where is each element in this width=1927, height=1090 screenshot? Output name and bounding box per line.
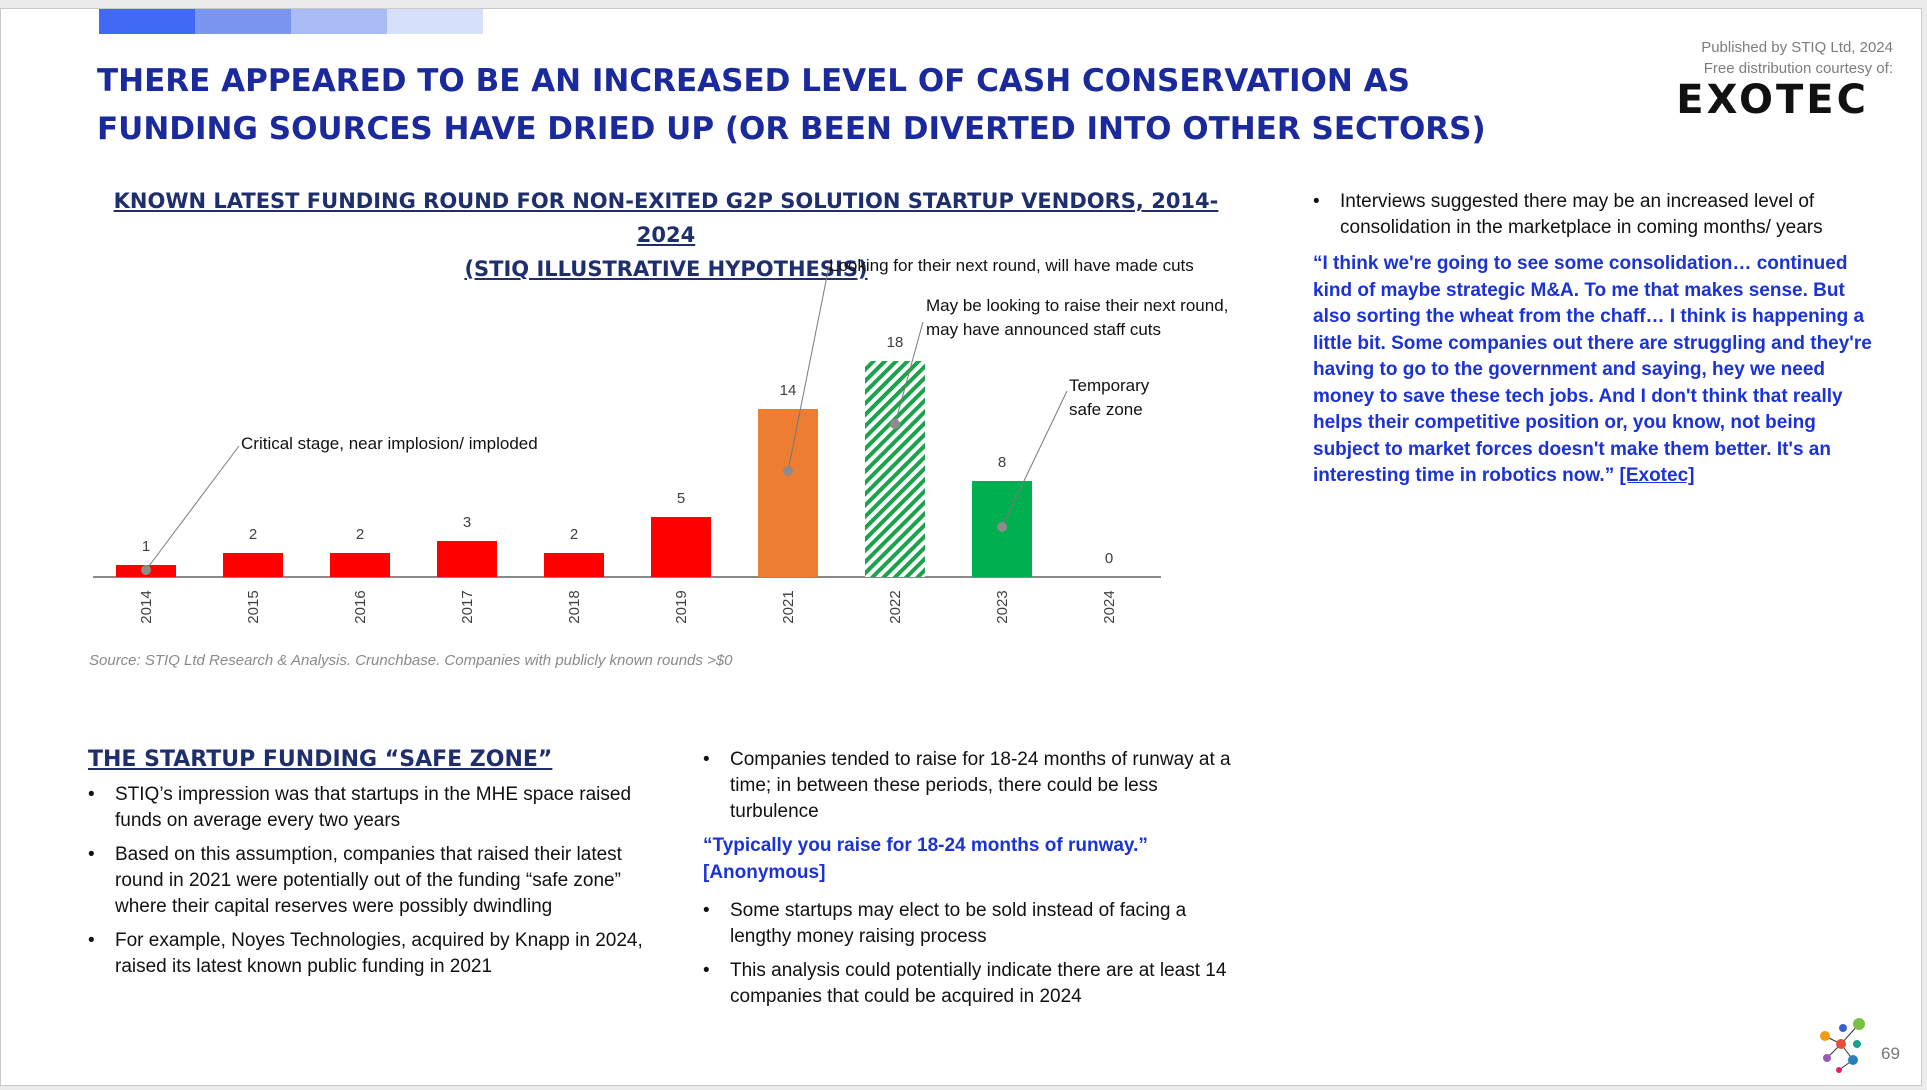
- data-label-2016: 2: [356, 526, 364, 543]
- bar-2015: [223, 553, 283, 577]
- quote-source: [Anonymous]: [703, 861, 826, 883]
- quote-text: “Typically you raise for 18-24 months of…: [703, 835, 1148, 856]
- annotation-leader-line: [1001, 390, 1068, 528]
- runway-bullets: Companies tended to raise for 18-24 mont…: [703, 747, 1243, 825]
- safe-zone-bullets: STIQ’s impression was that startups in t…: [88, 782, 648, 980]
- safe-zone-title: THE STARTUP FUNDING “SAFE ZONE”: [88, 747, 553, 772]
- accent-bar: [291, 9, 387, 34]
- annotation-marker: [890, 419, 900, 429]
- funding-bar-chart: 1 2014 2 2015 2 2016 3 2017 2 2018 5 2019 14 2021 18 20…: [93, 256, 1228, 624]
- annotation-text: Critical stage, near implosion/ imploded: [241, 434, 538, 453]
- bar-2017: [437, 541, 497, 577]
- data-label-2022: 18: [887, 334, 904, 351]
- annotation-text: safe zone: [1069, 400, 1143, 419]
- list-item: Companies tended to raise for 18-24 mont…: [703, 747, 1243, 825]
- data-label-2024: 0: [1105, 550, 1113, 567]
- data-label-2015: 2: [249, 526, 257, 543]
- bar-2022: [865, 361, 925, 577]
- annotation-marker: [997, 522, 1007, 532]
- data-label-2014: 1: [142, 538, 150, 555]
- data-label-2019: 5: [677, 490, 685, 507]
- tick-label-2016: 2016: [352, 590, 369, 623]
- data-label-2023: 8: [998, 454, 1006, 471]
- slide-headline: THERE APPEARED TO BE AN INCREASED LEVEL …: [97, 63, 1486, 147]
- annotation-leader-line: [787, 265, 830, 472]
- exotec-logo: EXOTEC: [1676, 77, 1869, 123]
- list-item: Some startups may elect to be sold inste…: [703, 898, 1243, 950]
- accent-bar: [387, 9, 483, 34]
- bar-2021: [758, 409, 818, 577]
- annotation-text: Looking for their next round, will have …: [829, 256, 1194, 275]
- quote-source: [Exotec]: [1619, 465, 1695, 486]
- anonymous-quote: “Typically you raise for 18-24 months of…: [703, 833, 1243, 886]
- list-item: Based on this assumption, companies that…: [88, 842, 648, 920]
- stiq-molecule-icon: [1820, 1018, 1865, 1073]
- list-item: Interviews suggested there may be an inc…: [1313, 189, 1873, 241]
- safe-zone-panel: THE STARTUP FUNDING “SAFE ZONE” STIQ’s i…: [88, 747, 648, 988]
- annotation-leader-line: [145, 445, 240, 571]
- accent-bar: [99, 9, 195, 34]
- chart-title-line1: KNOWN LATEST FUNDING ROUND FOR NON-EXITE…: [113, 189, 1219, 247]
- bar-2018: [544, 553, 604, 577]
- data-label-2017: 3: [463, 514, 471, 531]
- list-item: STIQ’s impression was that startups in t…: [88, 782, 648, 834]
- annotation-leader-line: [894, 321, 924, 425]
- publisher-info: Published by STIQ Ltd, 2024 Free distrib…: [1701, 37, 1893, 79]
- publisher-line: Published by STIQ Ltd, 2024: [1701, 39, 1893, 56]
- annotation-marker: [783, 466, 793, 476]
- chart-title: KNOWN LATEST FUNDING ROUND FOR NON-EXITE…: [91, 184, 1241, 286]
- slide: THERE APPEARED TO BE AN INCREASED LEVEL …: [0, 8, 1922, 1086]
- bar-2019: [651, 517, 711, 577]
- list-item: For example, Noyes Technologies, acquire…: [88, 928, 648, 980]
- data-label-2021: 14: [780, 382, 797, 399]
- consolidation-panel: Interviews suggested there may be an inc…: [1313, 189, 1873, 490]
- annotation-text: may have announced staff cuts: [926, 320, 1161, 339]
- tick-label-2024: 2024: [1101, 590, 1118, 623]
- courtesy-line: Free distribution courtesy of:: [1703, 60, 1893, 77]
- tick-label-2019: 2019: [673, 590, 690, 623]
- tick-label-2021: 2021: [780, 590, 797, 623]
- runway-panel: Companies tended to raise for 18-24 mont…: [703, 747, 1243, 1018]
- annotation-text: May be looking to raise their next round…: [926, 296, 1228, 315]
- consolidation-bullets: Interviews suggested there may be an inc…: [1313, 189, 1873, 241]
- tick-label-2014: 2014: [138, 590, 155, 623]
- chart-title-line2: (STIQ ILLUSTRATIVE HYPOTHESIS): [464, 257, 868, 281]
- tick-label-2022: 2022: [887, 590, 904, 623]
- annotation-marker: [141, 565, 151, 575]
- tick-label-2018: 2018: [566, 590, 583, 623]
- data-label-2018: 2: [570, 526, 578, 543]
- interview-quote: “I think we're going to see some consoli…: [1313, 251, 1873, 490]
- runway-bullets-2: Some startups may elect to be sold inste…: [703, 898, 1243, 1010]
- tick-label-2023: 2023: [994, 590, 1011, 623]
- quote-text: “I think we're going to see some consoli…: [1313, 253, 1872, 486]
- bar-2016: [330, 553, 390, 577]
- list-item: This analysis could potentially indicate…: [703, 958, 1243, 1010]
- tick-label-2015: 2015: [245, 590, 262, 623]
- chart-source-note: Source: STIQ Ltd Research & Analysis. Cr…: [89, 652, 733, 669]
- accent-bar: [195, 9, 291, 34]
- tick-label-2017: 2017: [459, 590, 476, 623]
- page-number: 69: [1881, 1044, 1900, 1063]
- annotation-text: Temporary: [1069, 376, 1150, 395]
